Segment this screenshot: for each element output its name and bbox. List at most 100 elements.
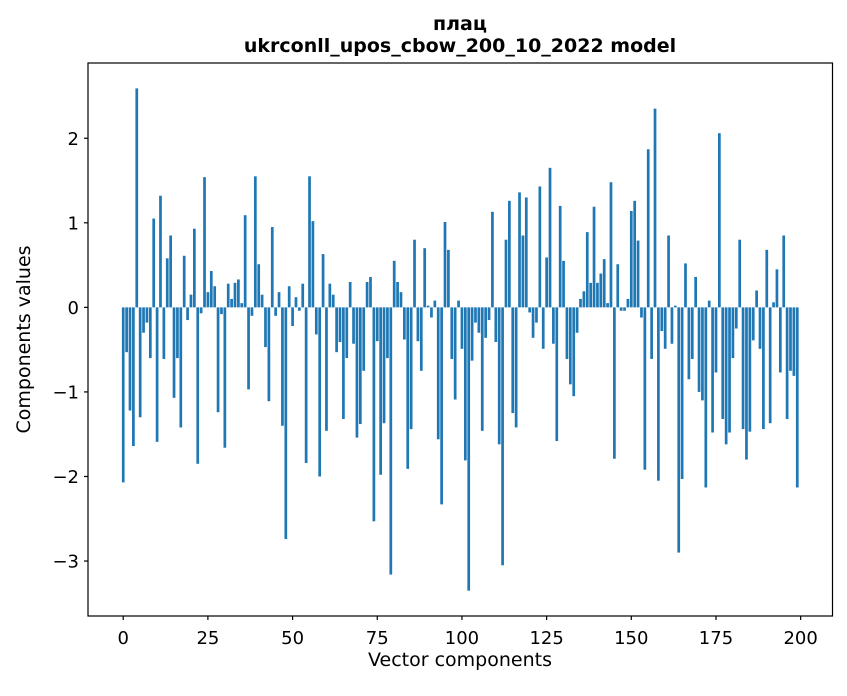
bar [375, 307, 379, 342]
bar [748, 307, 752, 432]
bar [741, 307, 745, 430]
bar [440, 307, 443, 505]
bar [762, 307, 765, 430]
bar [165, 258, 169, 308]
bar [331, 294, 335, 308]
x-axis-label: Vector components [368, 649, 552, 671]
bars-group [121, 88, 799, 591]
bar [792, 307, 796, 376]
bar [463, 307, 467, 461]
x-tick-label: 100 [445, 628, 479, 649]
bar [182, 255, 186, 308]
bar [142, 307, 145, 333]
bar [633, 200, 637, 308]
bar [673, 305, 677, 308]
bar [690, 307, 694, 359]
bar [291, 307, 294, 326]
bar [199, 307, 203, 314]
bar [457, 300, 460, 308]
bar [545, 257, 548, 308]
chart-title-model: ukrconll_upos_cbow_200_10_2022 model [244, 35, 676, 57]
bar [552, 307, 555, 344]
bar [121, 307, 125, 483]
bar [436, 307, 440, 440]
bar [253, 176, 257, 308]
bar [426, 305, 430, 308]
bar [782, 235, 786, 308]
bar [728, 307, 731, 433]
bar [572, 307, 576, 397]
bar [267, 307, 271, 402]
y-axis-ticks: −3 −2 −1 0 1 2 [52, 129, 88, 573]
bar [125, 307, 128, 353]
bar [135, 88, 139, 308]
bar [270, 227, 274, 308]
bar [640, 307, 643, 318]
bar [155, 307, 159, 442]
bar [714, 307, 718, 373]
bar [721, 307, 725, 419]
bar [369, 276, 372, 308]
bar [511, 307, 515, 414]
bar [765, 249, 769, 308]
bar [419, 307, 423, 371]
bar [345, 307, 349, 359]
bar [778, 307, 782, 373]
bar [484, 307, 488, 338]
bar [443, 221, 447, 308]
bar [203, 177, 206, 308]
bar [223, 307, 227, 448]
bar [237, 279, 240, 308]
y-tick-label: 0 [68, 298, 79, 319]
bar [314, 307, 318, 335]
bar [504, 239, 508, 308]
bar [450, 307, 454, 359]
x-tick-label: 50 [281, 628, 304, 649]
bar [579, 298, 582, 308]
bar [704, 307, 708, 488]
x-tick-label: 125 [529, 628, 563, 649]
bar [491, 211, 494, 308]
bar [697, 307, 701, 392]
bar [528, 307, 532, 313]
bar [352, 307, 355, 344]
y-tick-label: −1 [52, 382, 79, 403]
bar [193, 228, 196, 308]
bar [362, 307, 366, 371]
bar [738, 239, 742, 308]
bar [264, 307, 267, 348]
bar [609, 182, 613, 308]
bar [575, 307, 579, 333]
bar [355, 307, 359, 438]
bar [304, 307, 308, 463]
bar [619, 307, 623, 311]
bar [548, 167, 552, 308]
bar [768, 307, 772, 424]
bar [379, 307, 383, 475]
bar [667, 235, 670, 308]
bar [277, 292, 281, 308]
bar [172, 307, 176, 398]
bar [338, 307, 342, 343]
bar [243, 215, 247, 308]
bar [138, 307, 142, 418]
bar [596, 282, 599, 308]
bar [677, 307, 681, 553]
bar [433, 300, 437, 308]
bar [477, 307, 481, 333]
bar [568, 307, 572, 385]
bar [487, 307, 491, 321]
x-tick-label: 75 [366, 628, 389, 649]
bar [447, 249, 450, 308]
bar [453, 307, 457, 400]
bar [599, 273, 603, 308]
bar [467, 307, 471, 591]
bar [399, 292, 403, 308]
bar [602, 259, 606, 308]
bar [128, 307, 132, 411]
bar [626, 298, 630, 308]
bar [758, 307, 762, 349]
bar [389, 307, 393, 575]
bar [216, 307, 220, 413]
